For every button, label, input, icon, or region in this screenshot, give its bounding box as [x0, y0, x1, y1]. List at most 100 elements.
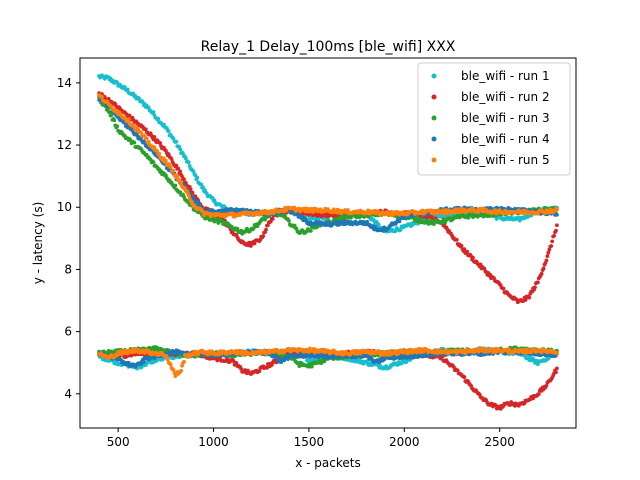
- data-point: [275, 355, 280, 360]
- data-point: [399, 361, 404, 366]
- data-point: [139, 130, 143, 135]
- data-point: [152, 356, 157, 361]
- data-point: [397, 219, 402, 224]
- data-point: [435, 351, 440, 355]
- data-point: [454, 237, 459, 242]
- data-point: [377, 360, 382, 365]
- data-point: [152, 135, 157, 139]
- data-point: [191, 352, 196, 357]
- data-point: [533, 285, 537, 290]
- legend-marker: [431, 94, 437, 100]
- data-point: [125, 87, 130, 92]
- y-tick-label: 10: [57, 200, 72, 214]
- x-tick-label: 1000: [198, 435, 229, 449]
- y-tick-label: 14: [57, 76, 72, 90]
- data-point: [139, 362, 143, 367]
- data-point: [109, 113, 114, 117]
- data-point: [549, 244, 554, 248]
- data-point: [541, 266, 546, 271]
- data-point: [175, 174, 180, 178]
- data-point: [321, 217, 326, 221]
- data-point: [115, 80, 120, 85]
- data-point: [201, 185, 205, 190]
- data-point: [441, 217, 446, 222]
- data-point: [501, 286, 506, 291]
- data-point: [555, 366, 559, 371]
- data-point: [144, 136, 149, 141]
- legend-marker: [431, 115, 437, 121]
- y-tick-label: 6: [64, 325, 72, 339]
- data-point: [421, 349, 426, 354]
- data-point: [309, 206, 314, 211]
- data-point: [199, 182, 204, 187]
- data-point: [535, 280, 540, 285]
- data-point: [471, 255, 475, 260]
- data-point: [174, 163, 179, 168]
- legend-label: ble_wifi - run 2: [461, 90, 550, 104]
- y-tick-label: 8: [64, 262, 72, 276]
- data-point: [257, 369, 262, 374]
- x-tick-label: 2000: [389, 435, 420, 449]
- data-point: [115, 124, 120, 129]
- legend-marker: [431, 136, 437, 142]
- data-point: [286, 357, 290, 362]
- axes-frame: [79, 57, 577, 429]
- data-point: [416, 217, 421, 221]
- data-point: [544, 258, 549, 263]
- legend-frame: [417, 62, 571, 176]
- data-point: [158, 141, 163, 146]
- data-point: [555, 223, 559, 228]
- data-point: [547, 247, 552, 252]
- data-point: [478, 262, 483, 267]
- series-5-points: [97, 93, 559, 378]
- data-point: [554, 370, 558, 375]
- data-point: [544, 383, 549, 388]
- data-point: [264, 227, 268, 232]
- data-point: [146, 139, 151, 144]
- legend-label: ble_wifi - run 1: [461, 69, 550, 83]
- data-point: [462, 247, 467, 252]
- data-point: [188, 187, 193, 192]
- data-point: [455, 368, 460, 373]
- data-point: [265, 366, 269, 370]
- data-point: [169, 157, 174, 161]
- data-point: [398, 227, 403, 232]
- data-point: [151, 160, 156, 165]
- data-point: [195, 175, 200, 180]
- x-axis: 500 1000 1500 2000 2500: [107, 428, 515, 449]
- data-point: [127, 113, 132, 118]
- data-point: [179, 368, 184, 373]
- data-point: [178, 169, 183, 174]
- data-point: [539, 350, 544, 355]
- data-point: [183, 156, 188, 161]
- data-point: [178, 179, 183, 184]
- data-point: [165, 357, 170, 362]
- data-point: [156, 116, 161, 121]
- data-point: [550, 239, 555, 244]
- data-point: [286, 218, 291, 223]
- y-axis-label: y - latency (s): [31, 202, 45, 285]
- data-point: [261, 234, 266, 239]
- data-point: [178, 147, 183, 152]
- data-point: [142, 359, 146, 364]
- data-point: [168, 165, 173, 170]
- data-point: [545, 254, 550, 259]
- data-point: [376, 222, 381, 227]
- data-point: [166, 152, 171, 157]
- data-point: [527, 295, 532, 300]
- x-tick-label: 500: [107, 435, 130, 449]
- data-point: [462, 375, 467, 380]
- data-point: [270, 217, 275, 221]
- data-point: [182, 359, 186, 364]
- data-point: [465, 249, 470, 254]
- data-point: [186, 160, 191, 165]
- data-point: [459, 243, 464, 248]
- chart-title: Relay_1 Delay_100ms [ble_wifi] XXX: [201, 39, 456, 55]
- legend-label: ble_wifi - run 4: [461, 132, 550, 146]
- data-point: [180, 174, 184, 179]
- data-point: [176, 166, 181, 171]
- data-point: [546, 250, 551, 255]
- data-point: [476, 210, 481, 214]
